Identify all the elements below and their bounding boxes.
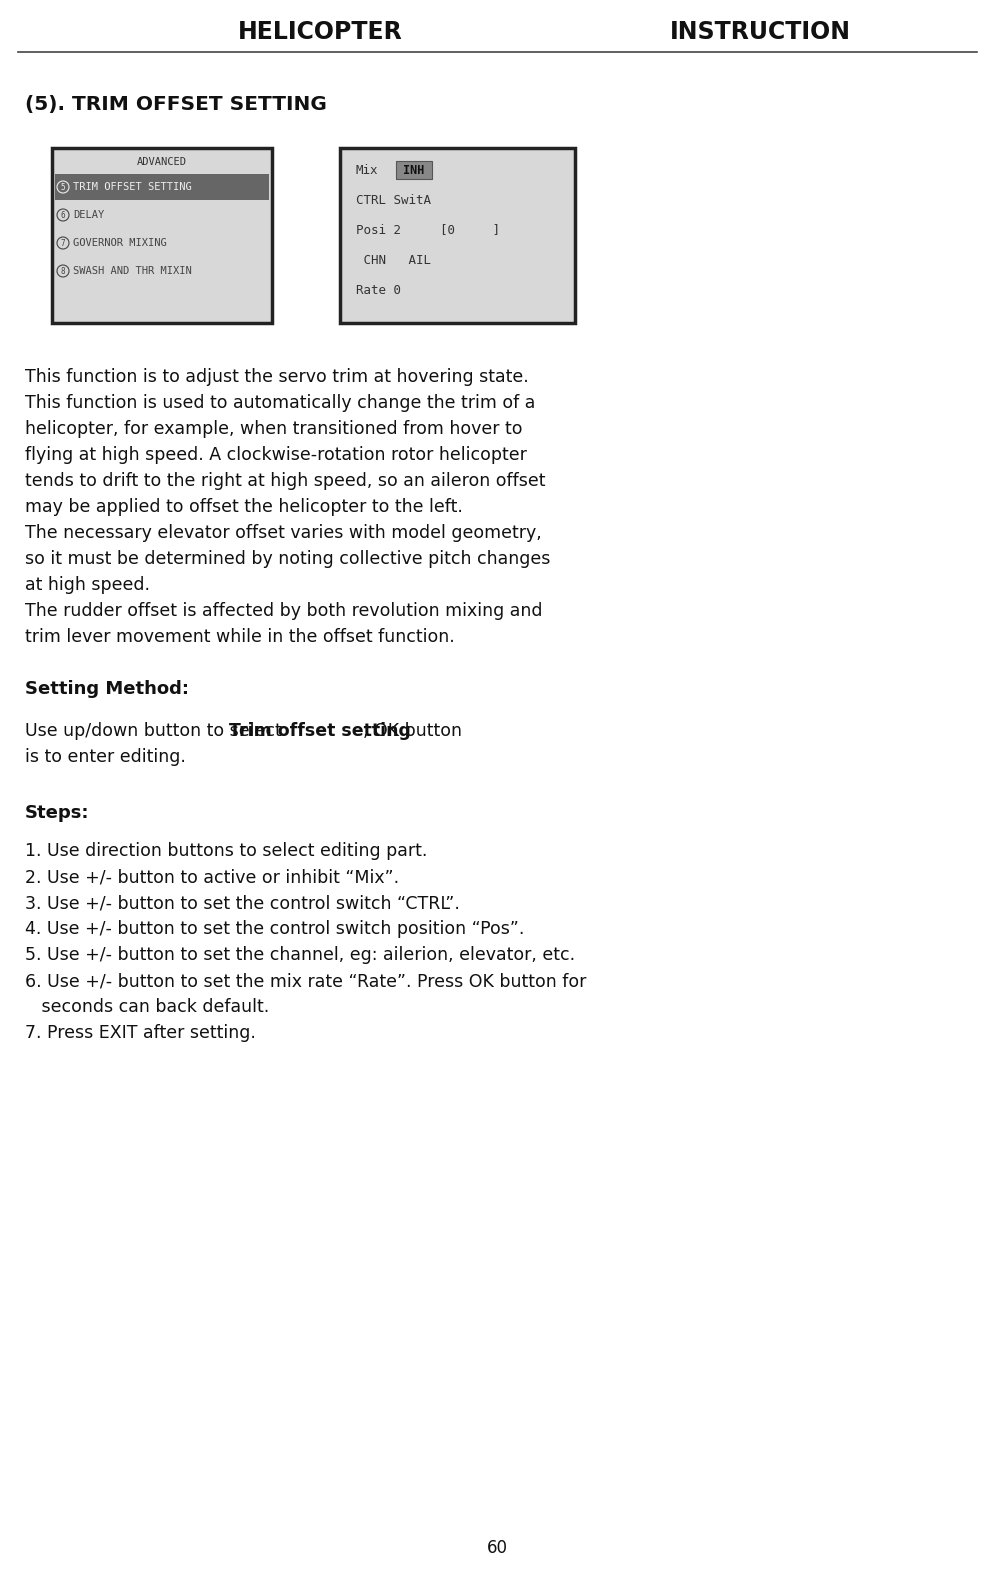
Text: CHN   AIL: CHN AIL — [356, 254, 430, 266]
Text: Rate 0: Rate 0 — [356, 284, 401, 296]
Bar — [55, 173, 268, 200]
Bar — [52, 148, 271, 323]
Text: 8: 8 — [61, 266, 66, 276]
Text: so it must be determined by noting collective pitch changes: so it must be determined by noting colle… — [25, 550, 550, 569]
Text: Steps:: Steps: — [25, 803, 89, 822]
Text: The rudder offset is affected by both revolution mixing and: The rudder offset is affected by both re… — [25, 602, 542, 621]
Text: Trim offset setting: Trim offset setting — [230, 721, 411, 740]
Text: This function is used to automatically change the trim of a: This function is used to automatically c… — [25, 394, 535, 413]
Text: CTRL SwitA: CTRL SwitA — [356, 194, 430, 206]
Text: GOVERNOR MIXING: GOVERNOR MIXING — [73, 238, 167, 247]
Text: INSTRUCTION: INSTRUCTION — [669, 20, 850, 44]
Text: Use up/down button to select: Use up/down button to select — [25, 721, 287, 740]
Text: 5. Use +/- button to set the channel, eg: ailerion, elevator, etc.: 5. Use +/- button to set the channel, eg… — [25, 947, 575, 964]
Text: 60: 60 — [486, 1539, 507, 1558]
Text: (5). TRIM OFFSET SETTING: (5). TRIM OFFSET SETTING — [25, 94, 327, 113]
Text: may be applied to offset the helicopter to the left.: may be applied to offset the helicopter … — [25, 498, 462, 517]
Text: ADVANCED: ADVANCED — [137, 158, 187, 167]
Text: Mix: Mix — [356, 164, 378, 176]
Text: 5: 5 — [61, 183, 66, 192]
Text: [0     ]: [0 ] — [439, 224, 500, 236]
Text: SWASH AND THR MIXIN: SWASH AND THR MIXIN — [73, 266, 192, 276]
Text: HELICOPTER: HELICOPTER — [238, 20, 402, 44]
Text: TRIM OFFSET SETTING: TRIM OFFSET SETTING — [73, 183, 192, 192]
Text: 6: 6 — [61, 211, 66, 219]
Bar — [396, 161, 431, 180]
Text: 6. Use +/- button to set the mix rate “Rate”. Press OK button for: 6. Use +/- button to set the mix rate “R… — [25, 972, 585, 991]
Text: seconds can back default.: seconds can back default. — [25, 999, 269, 1016]
Text: This function is to adjust the servo trim at hovering state.: This function is to adjust the servo tri… — [25, 369, 528, 386]
Text: DELAY: DELAY — [73, 209, 104, 221]
Text: flying at high speed. A clockwise-rotation rotor helicopter: flying at high speed. A clockwise-rotati… — [25, 446, 527, 465]
Text: The necessary elevator offset varies with model geometry,: The necessary elevator offset varies wit… — [25, 524, 541, 542]
Text: 3. Use +/- button to set the control switch “CTRL”.: 3. Use +/- button to set the control swi… — [25, 895, 459, 912]
Text: 7: 7 — [61, 238, 66, 247]
Text: Posi 2: Posi 2 — [356, 224, 401, 236]
Bar — [340, 148, 575, 323]
Text: is to enter editing.: is to enter editing. — [25, 748, 186, 765]
Text: Setting Method:: Setting Method: — [25, 680, 189, 698]
Text: tends to drift to the right at high speed, so an aileron offset: tends to drift to the right at high spee… — [25, 472, 545, 490]
Text: helicopter, for example, when transitioned from hover to: helicopter, for example, when transition… — [25, 421, 522, 438]
Text: 4. Use +/- button to set the control switch position “Pos”.: 4. Use +/- button to set the control swi… — [25, 920, 524, 939]
Text: 1. Use direction buttons to select editing part.: 1. Use direction buttons to select editi… — [25, 843, 427, 860]
Text: 7. Press EXIT after setting.: 7. Press EXIT after setting. — [25, 1024, 255, 1043]
Text: trim lever movement while in the offset function.: trim lever movement while in the offset … — [25, 628, 454, 646]
Text: , OK button: , OK button — [363, 721, 462, 740]
Text: INH: INH — [403, 164, 424, 176]
Text: at high speed.: at high speed. — [25, 576, 150, 594]
Text: 2. Use +/- button to active or inhibit “Mix”.: 2. Use +/- button to active or inhibit “… — [25, 868, 399, 887]
